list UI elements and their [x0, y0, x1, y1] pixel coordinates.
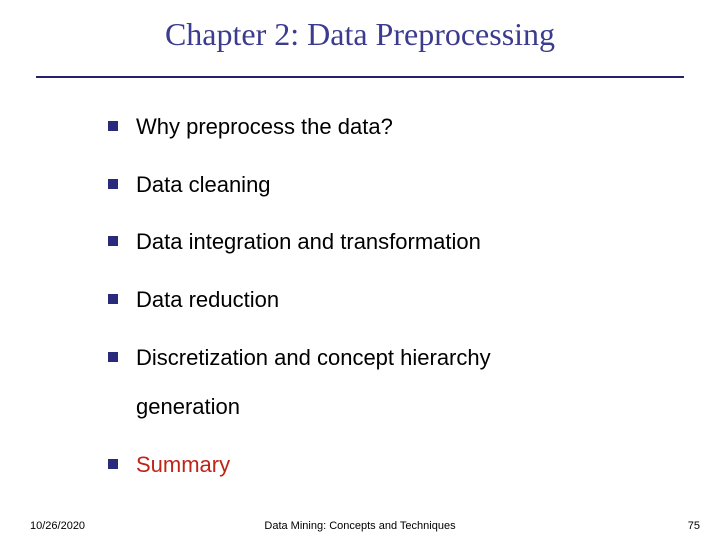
square-bullet-icon: [108, 236, 118, 246]
list-item: Summary: [108, 450, 668, 480]
list-item: Data cleaning: [108, 170, 668, 200]
slide: Chapter 2: Data Preprocessing Why prepro…: [0, 0, 720, 540]
list-item-continuation: generation: [136, 392, 668, 422]
list-item-text: Data reduction: [136, 285, 279, 315]
list-item-text: Data cleaning: [136, 170, 271, 200]
square-bullet-icon: [108, 121, 118, 131]
square-bullet-icon: [108, 179, 118, 189]
list-item-text: Data integration and transformation: [136, 227, 481, 257]
list-item: Data reduction: [108, 285, 668, 315]
title-underline: [36, 76, 684, 78]
list-item: Why preprocess the data?: [108, 112, 668, 142]
footer-title: Data Mining: Concepts and Techniques: [0, 520, 720, 532]
list-item-text: Discretization and concept hierarchy: [136, 343, 491, 373]
list-item: Discretization and concept hierarchy: [108, 343, 668, 373]
bullet-list: Why preprocess the data? Data cleaning D…: [108, 112, 668, 508]
square-bullet-icon: [108, 294, 118, 304]
footer-page-number: 75: [688, 520, 700, 532]
list-item-text: Why preprocess the data?: [136, 112, 393, 142]
slide-title: Chapter 2: Data Preprocessing: [0, 16, 720, 53]
square-bullet-icon: [108, 352, 118, 362]
square-bullet-icon: [108, 459, 118, 469]
list-item-text-summary: Summary: [136, 450, 230, 480]
list-item: Data integration and transformation: [108, 227, 668, 257]
